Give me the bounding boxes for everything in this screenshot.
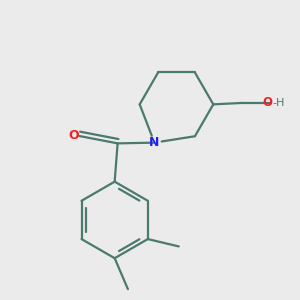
Text: O: O bbox=[68, 129, 79, 142]
Text: N: N bbox=[149, 136, 160, 149]
Text: O: O bbox=[263, 96, 273, 109]
Text: -H: -H bbox=[272, 98, 285, 108]
